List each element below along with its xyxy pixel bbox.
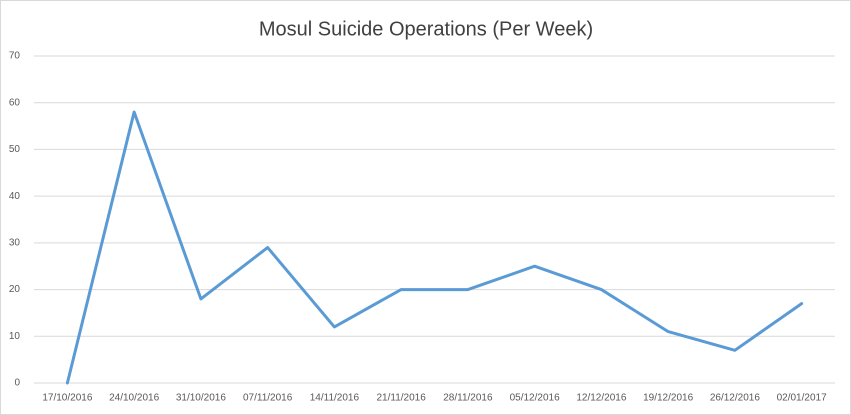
data-line <box>65 110 804 385</box>
y-tick-label: 60 <box>9 97 21 108</box>
y-tick-label: 70 <box>9 51 21 62</box>
x-tick-label: 26/12/2016 <box>710 393 760 404</box>
y-tick-label: 0 <box>14 378 20 389</box>
x-tick-label: 12/12/2016 <box>576 393 626 404</box>
x-tick-label: 07/11/2016 <box>243 393 293 404</box>
chart-title: Mosul Suicide Operations (Per Week) <box>259 18 593 40</box>
x-tick-label: 28/11/2016 <box>443 393 493 404</box>
y-tick-label: 10 <box>9 331 21 342</box>
x-tick-label: 21/11/2016 <box>376 393 426 404</box>
y-tick-label: 30 <box>9 237 21 248</box>
x-tick-label: 02/01/2017 <box>777 393 827 404</box>
x-tick-label: 24/10/2016 <box>109 393 159 404</box>
y-tick-label: 20 <box>9 284 21 295</box>
y-tick-label: 40 <box>9 191 21 202</box>
x-tick-label: 05/12/2016 <box>510 393 560 404</box>
x-tick-label: 17/10/2016 <box>42 393 92 404</box>
x-tick-label: 19/12/2016 <box>643 393 693 404</box>
y-tick-label: 50 <box>9 144 21 155</box>
x-tick-label: 14/11/2016 <box>310 393 360 404</box>
x-tick-label: 31/10/2016 <box>176 393 226 404</box>
